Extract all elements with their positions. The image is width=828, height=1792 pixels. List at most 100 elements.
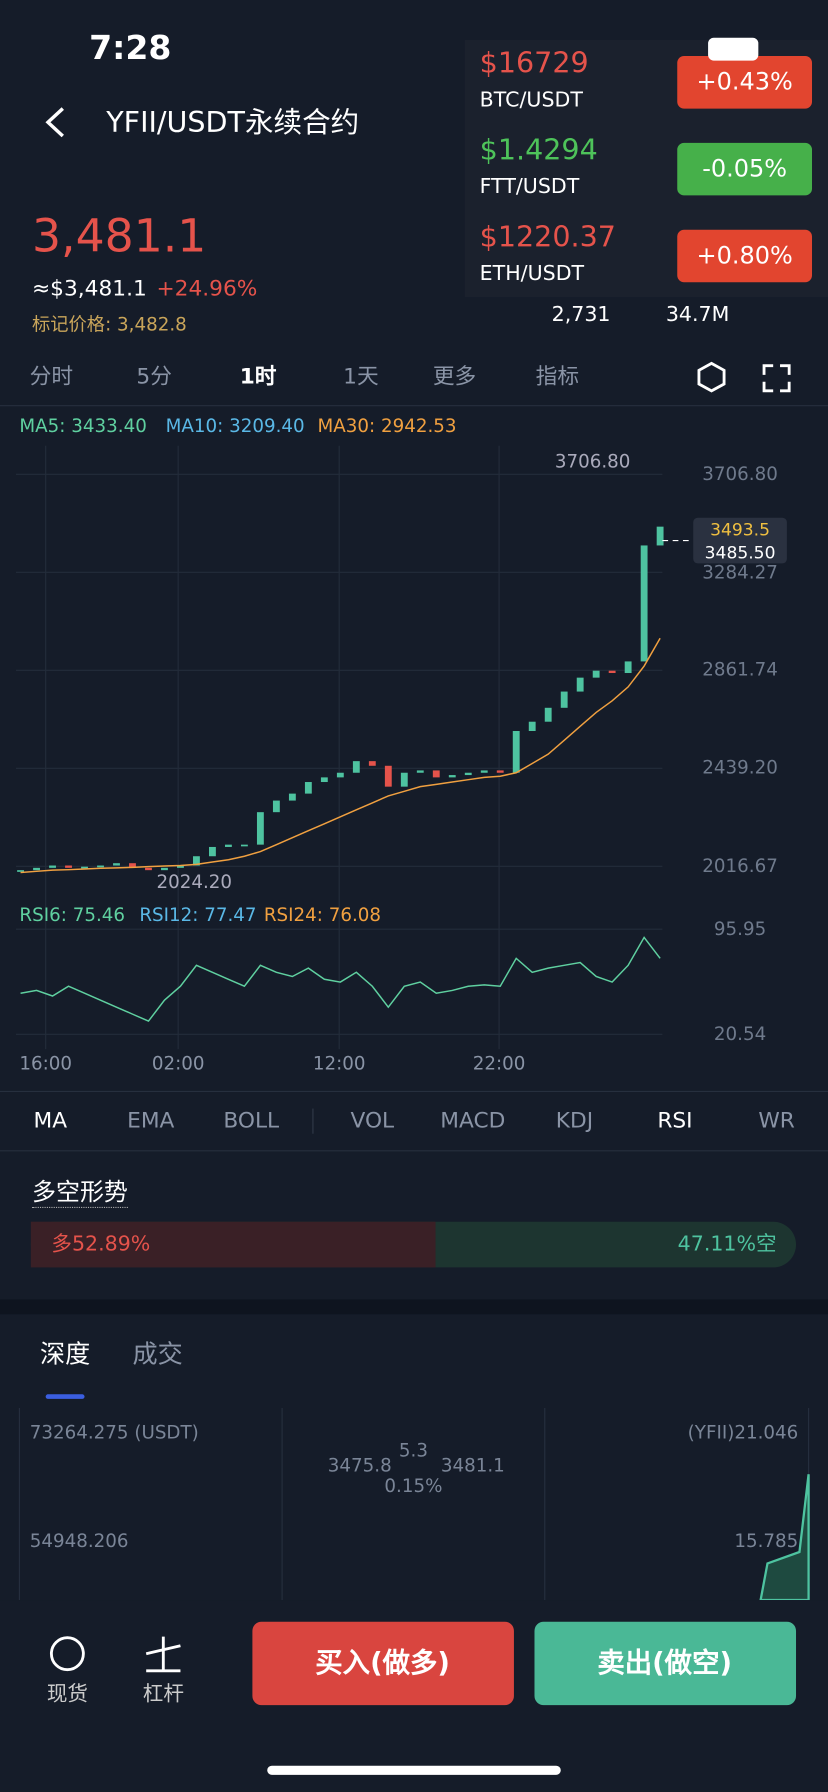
x-tick-label: 22:00 [472,1052,526,1075]
rsi-legend: RSI6: 75.46 [19,904,126,926]
candle [304,782,312,794]
short-label: 47.11%空 [677,1232,777,1257]
interval-tab[interactable]: 分时 [29,364,74,390]
candle [592,670,600,678]
long-label: 多52.89% [51,1232,151,1257]
low-label: 2024.20 [156,870,233,893]
sell-button[interactable]: 卖出(做空) [597,1646,733,1679]
candle [193,856,200,866]
buy-button[interactable]: 买入(做多) [315,1646,450,1679]
indicator-tab[interactable]: MACD [440,1108,506,1134]
spot-icon[interactable] [49,1636,85,1672]
depth-bid: 3475.8 [327,1454,392,1477]
indicator-tab[interactable]: MA [33,1108,68,1134]
candle [656,526,664,546]
indicator-tab[interactable]: WR [758,1108,795,1134]
mark-price: 标记价格: 3,482.8 [31,313,187,335]
depth-spread-pct: 0.15% [384,1474,443,1497]
buy-button-bg[interactable] [252,1621,514,1706]
back-icon[interactable] [45,107,64,138]
candle [320,777,328,783]
interval-tab[interactable]: 更多 [432,364,477,390]
high-label: 3706.80 [554,450,631,473]
margin-label[interactable]: 杠杆 [142,1682,184,1707]
x-tick-label: 02:00 [151,1052,205,1075]
candle [608,670,616,674]
interval-tab[interactable]: 1时 [239,364,277,390]
price-tag: 3493.5 [710,519,771,541]
candle [560,691,568,708]
interval-tab[interactable]: 1天 [343,364,379,390]
ticker-change-bg [677,142,813,196]
ticker-pair: FTT/USDT [479,174,580,199]
y-tick-label: 2016.67 [702,854,778,877]
margin-icon[interactable] [145,1636,181,1673]
ma-legend: MA5: 3433.40 [19,414,147,437]
candle [113,863,120,866]
y-tick-label: 3284.27 [702,560,778,583]
candle [544,707,552,722]
candle [177,865,184,868]
ticker-change-bg [677,229,813,283]
candle [576,677,584,692]
interval-tab[interactable]: 5分 [136,364,172,390]
series-line [20,936,661,1023]
interval-tab[interactable]: 指标 [535,364,580,390]
indicator-tab[interactable]: EMA [127,1108,175,1134]
spot-label[interactable]: 现货 [46,1682,88,1707]
candle [145,867,152,871]
trades-tab[interactable]: 成交 [132,1340,183,1370]
candle [240,844,248,847]
depth-spread: 5.3 [398,1439,428,1462]
candle [352,761,360,773]
x-tick-label: 16:00 [19,1052,73,1075]
sell-button-bg[interactable] [534,1621,797,1706]
battery-icon [708,37,759,61]
price-tag-bg [693,517,787,564]
depth-tab[interactable]: 深度 [39,1340,91,1370]
settings-icon[interactable] [697,361,726,393]
candle [464,772,472,776]
ticker-change: +0.80% [696,241,793,270]
candle [129,863,136,868]
candle [272,800,280,813]
candle [624,661,632,674]
ma-legend: MA10: 3209.40 [165,414,305,437]
ticker-pair: ETH/USDT [479,261,585,286]
indicator-tab[interactable]: RSI [657,1108,693,1134]
indicator-tab[interactable]: BOLL [223,1108,280,1134]
candle [161,867,168,871]
rsi-legend: RSI24: 76.08 [263,904,382,926]
candle [65,865,72,868]
page-title: YFII/USDT永续合约 [106,105,360,139]
candle [480,770,488,773]
y-tick-label: 2439.20 [702,756,778,779]
depth-axis-label: 15.785 [734,1529,799,1552]
change-percent: +24.96% [156,276,258,302]
long-bar [30,1221,436,1268]
candle [416,770,424,773]
candle [97,865,104,868]
depth-axis-label: (YFII)21.046 [687,1421,799,1443]
depth-axis-label: 54948.206 [29,1529,129,1552]
fullscreen-icon[interactable] [762,364,791,393]
indicator-tab[interactable]: VOL [350,1108,395,1134]
sentiment-title: 多空形势 [31,1180,128,1209]
candle [49,865,56,868]
candle [496,770,504,773]
ticker-price: $1.4294 [479,133,598,167]
ticker-change: -0.05% [702,154,788,183]
stat-low: 2,731 [551,302,611,327]
candle [336,772,344,778]
candle [17,870,24,872]
ma-legend: MA30: 2942.53 [317,414,457,437]
candle [256,812,264,845]
ticker-change: +0.43% [696,68,793,96]
candle [33,867,40,871]
ticker-pair: BTC/USDT [479,88,583,113]
status-time: 7:28 [89,28,172,67]
ticker-change-bg [677,56,813,109]
indicator-tab[interactable]: KDJ [555,1108,594,1134]
